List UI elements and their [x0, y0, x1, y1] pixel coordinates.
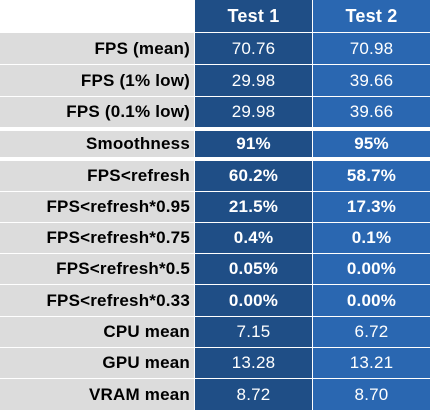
header-corner — [0, 0, 194, 33]
row-label: FPS<refresh*0.33 — [0, 285, 194, 317]
test-2-value: 0.00% — [312, 285, 430, 317]
test-1-value: 0.00% — [194, 285, 312, 317]
test-2-value: 95% — [312, 131, 430, 158]
test-2-value: 58.7% — [312, 161, 430, 192]
row-label: VRAM mean — [0, 379, 194, 411]
test-2-value: 0.00% — [312, 254, 430, 285]
table-row: Smoothness 91% 95% — [0, 131, 430, 158]
table-row: FPS (mean) 70.76 70.98 — [0, 33, 430, 65]
table-row: FPS<refresh*0.75 0.4% 0.1% — [0, 223, 430, 254]
test-2-value: 0.1% — [312, 223, 430, 254]
header-row: Test 1 Test 2 — [0, 0, 430, 33]
test-2-value: 8.70 — [312, 379, 430, 411]
table-row: FPS<refresh*0.5 0.05% 0.00% — [0, 254, 430, 285]
test-2-value: 39.66 — [312, 97, 430, 128]
test-1-value: 60.2% — [194, 161, 312, 192]
test-1-value: 0.05% — [194, 254, 312, 285]
row-label: FPS<refresh*0.75 — [0, 223, 194, 254]
test-1-value: 29.98 — [194, 65, 312, 97]
table-row: FPS<refresh*0.95 21.5% 17.3% — [0, 192, 430, 223]
table-row: FPS<refresh 60.2% 58.7% — [0, 161, 430, 192]
table-row: FPS (0.1% low) 29.98 39.66 — [0, 97, 430, 128]
group-separator — [0, 157, 430, 161]
test-2-value: 13.21 — [312, 348, 430, 379]
test-1-value: 70.76 — [194, 33, 312, 65]
row-label: FPS<refresh — [0, 161, 194, 192]
table-row: VRAM mean 8.72 8.70 — [0, 379, 430, 411]
test-2-value: 39.66 — [312, 65, 430, 97]
test-1-value: 7.15 — [194, 317, 312, 348]
table-row: FPS<refresh*0.33 0.00% 0.00% — [0, 285, 430, 317]
row-label: FPS (0.1% low) — [0, 97, 194, 128]
row-label: GPU mean — [0, 348, 194, 379]
row-label: FPS (1% low) — [0, 65, 194, 97]
test-2-value: 6.72 — [312, 317, 430, 348]
header-test-2: Test 2 — [312, 0, 430, 33]
group-separator — [0, 127, 430, 131]
row-label: FPS (mean) — [0, 33, 194, 65]
row-label: FPS<refresh*0.95 — [0, 192, 194, 223]
test-2-value: 70.98 — [312, 33, 430, 65]
test-2-value: 17.3% — [312, 192, 430, 223]
row-label: Smoothness — [0, 131, 194, 158]
test-1-value: 13.28 — [194, 348, 312, 379]
test-1-value: 29.98 — [194, 97, 312, 128]
test-1-value: 0.4% — [194, 223, 312, 254]
row-label: CPU mean — [0, 317, 194, 348]
table-row: GPU mean 13.28 13.21 — [0, 348, 430, 379]
row-label: FPS<refresh*0.5 — [0, 254, 194, 285]
header-test-1: Test 1 — [194, 0, 312, 33]
table-row: FPS (1% low) 29.98 39.66 — [0, 65, 430, 97]
test-1-value: 8.72 — [194, 379, 312, 411]
test-1-value: 91% — [194, 131, 312, 158]
test-1-value: 21.5% — [194, 192, 312, 223]
table-row: CPU mean 7.15 6.72 — [0, 317, 430, 348]
